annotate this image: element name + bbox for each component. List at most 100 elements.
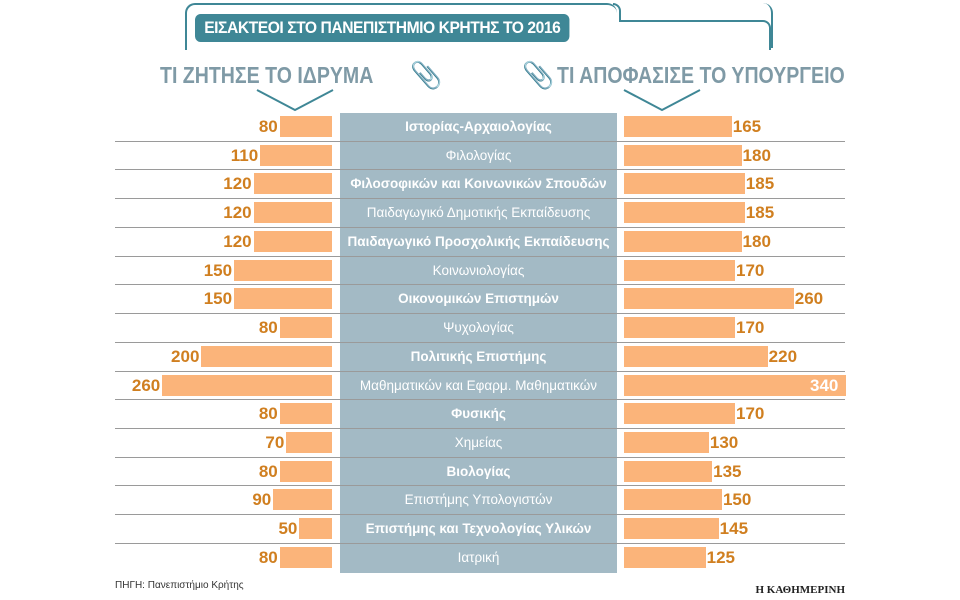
bar-right bbox=[624, 230, 742, 252]
value-left: 80 bbox=[258, 547, 278, 567]
row-divider bbox=[115, 485, 845, 487]
category-label: Ιστορίας-Αρχαιολογίας bbox=[340, 113, 617, 142]
value-right: 170 bbox=[736, 260, 765, 280]
bar-right bbox=[624, 432, 709, 454]
row-divider bbox=[115, 399, 845, 401]
value-left: 200 bbox=[171, 346, 200, 366]
bar-right bbox=[624, 116, 732, 137]
paperclip-icon: 📎 bbox=[522, 60, 555, 90]
value-right: 135 bbox=[713, 461, 742, 481]
row-divider bbox=[115, 313, 845, 315]
bar-right bbox=[624, 202, 745, 224]
row-divider bbox=[115, 341, 845, 343]
chart-row: Παιδαγωγικό Δημοτικής Εκπαίδευσης 120 185 bbox=[0, 199, 960, 229]
row-divider bbox=[115, 255, 845, 257]
bar-right bbox=[624, 518, 719, 540]
chart-row: Επιστήμης Υπολογιστών 90 150 bbox=[0, 486, 960, 516]
bar-left bbox=[279, 116, 332, 137]
bar-left bbox=[279, 546, 332, 568]
value-right: 180 bbox=[742, 145, 771, 165]
chart-row: Βιολογίας 80 135 bbox=[0, 457, 960, 487]
bar-right bbox=[624, 345, 768, 367]
value-left: 80 bbox=[258, 318, 278, 338]
value-right: 130 bbox=[709, 433, 739, 453]
category-label: Παιδαγωγικό Δημοτικής Εκπαίδευσης bbox=[340, 199, 617, 229]
chart-row: Χημείας 70 130 bbox=[0, 429, 960, 459]
title-bracket-right bbox=[613, 3, 773, 48]
category-label: Ψυχολογίας bbox=[340, 314, 617, 344]
chart-row: Φιλολογίας 110 180 bbox=[0, 141, 960, 171]
chart-row: Μαθηματικών και Εφαρμ. Μαθηματικών 260 340 bbox=[0, 371, 960, 401]
bar-left bbox=[279, 460, 332, 482]
value-left: 80 bbox=[258, 461, 278, 481]
chart-row: Οικονομικών Επιστημών 150 260 bbox=[0, 285, 960, 315]
bar-right bbox=[624, 259, 735, 281]
category-label: Οικονομικών Επιστημών bbox=[340, 285, 617, 315]
value-right: 145 bbox=[719, 519, 749, 539]
paperclip-icon: 📎 bbox=[410, 60, 443, 90]
source-note: ΠΗΓΗ: Πανεπιστήμιο Κρήτης bbox=[115, 580, 244, 591]
bar-left bbox=[299, 518, 332, 540]
value-right: 340 bbox=[810, 375, 839, 395]
value-left: 150 bbox=[203, 260, 233, 280]
legend-right: ΤΙ ΑΠΟΦΑΣΙΣΕ ΤΟ ΥΠΟΥΡΓΕΙΟ bbox=[557, 62, 845, 88]
value-right: 150 bbox=[722, 490, 752, 510]
bar-left bbox=[273, 489, 332, 511]
row-divider bbox=[115, 428, 845, 430]
bar-left bbox=[234, 288, 332, 310]
bar-right bbox=[624, 173, 745, 195]
brand-logo: Η ΚΑΘΗΜΕΡΙΝΗ bbox=[755, 584, 846, 596]
chart-row: Φυσικής 80 170 bbox=[0, 400, 960, 430]
value-left: 50 bbox=[278, 519, 298, 539]
bar-right bbox=[624, 144, 742, 166]
row-divider bbox=[115, 198, 845, 200]
category-label: Φυσικής bbox=[340, 400, 617, 430]
row-divider bbox=[115, 456, 845, 458]
row-divider bbox=[115, 284, 845, 286]
category-label: Επιστήμης Υπολογιστών bbox=[340, 486, 617, 516]
value-left: 90 bbox=[252, 490, 272, 510]
value-right: 260 bbox=[794, 289, 824, 309]
bar-right bbox=[624, 403, 735, 425]
bar-left bbox=[279, 317, 332, 339]
value-left: 260 bbox=[131, 375, 161, 395]
row-divider bbox=[115, 140, 845, 142]
value-left: 80 bbox=[258, 117, 278, 136]
value-right: 125 bbox=[706, 547, 735, 567]
bar-left bbox=[162, 374, 332, 396]
bar-left bbox=[234, 259, 332, 281]
category-label: Φιλοσοφικών και Κοινωνικών Σπουδών bbox=[340, 170, 617, 200]
value-right: 185 bbox=[745, 203, 775, 223]
bar-left bbox=[253, 230, 332, 252]
bar-left bbox=[279, 403, 332, 425]
bar-left bbox=[260, 144, 332, 166]
value-left: 110 bbox=[230, 145, 259, 165]
category-label: Ιατρική bbox=[340, 543, 617, 573]
bar-right bbox=[624, 317, 735, 339]
row-divider bbox=[115, 226, 845, 228]
category-label: Πολιτικής Επιστήμης bbox=[340, 342, 617, 372]
bar-right bbox=[624, 489, 722, 511]
bar-left bbox=[253, 202, 332, 224]
category-label: Επιστήμης και Τεχνολογίας Υλικών bbox=[340, 515, 617, 545]
category-label: Βιολογίας bbox=[340, 457, 617, 487]
category-label: Μαθηματικών και Εφαρμ. Μαθηματικών bbox=[340, 371, 617, 401]
bar-right bbox=[624, 546, 706, 568]
chart-row: Επιστήμης και Τεχνολογίας Υλικών 50 145 bbox=[0, 515, 960, 545]
title-bracket-left bbox=[185, 3, 617, 50]
value-right: 185 bbox=[745, 174, 775, 194]
bar-left bbox=[253, 173, 332, 195]
value-left: 120 bbox=[223, 174, 252, 194]
bar-right bbox=[624, 288, 794, 310]
category-label: Κοινωνιολογίας bbox=[340, 256, 617, 286]
value-right: 220 bbox=[768, 346, 798, 366]
title-bracket-right-top bbox=[619, 20, 771, 50]
chart-row: Ιστορίας-Αρχαιολογίας 80 165 bbox=[0, 113, 960, 142]
chart-title: ΕΙΣΑΚΤΕΟΙ ΣΤΟ ΠΑΝΕΠΙΣΤΗΜΙΟ ΚΡΗΤΗΣ ΤΟ 201… bbox=[195, 14, 570, 42]
chart-row: Παιδαγωγικό Προσχολικής Εκπαίδευσης 120 18… bbox=[0, 227, 960, 257]
chart-row: Κοινωνιολογίας 150 170 bbox=[0, 256, 960, 286]
category-label: Χημείας bbox=[340, 429, 617, 459]
category-label: Παιδαγωγικό Προσχολικής Εκπαίδευσης bbox=[340, 227, 617, 257]
chart-row: Ψυχολογίας 80 170 bbox=[0, 314, 960, 344]
value-left: 120 bbox=[223, 203, 252, 223]
